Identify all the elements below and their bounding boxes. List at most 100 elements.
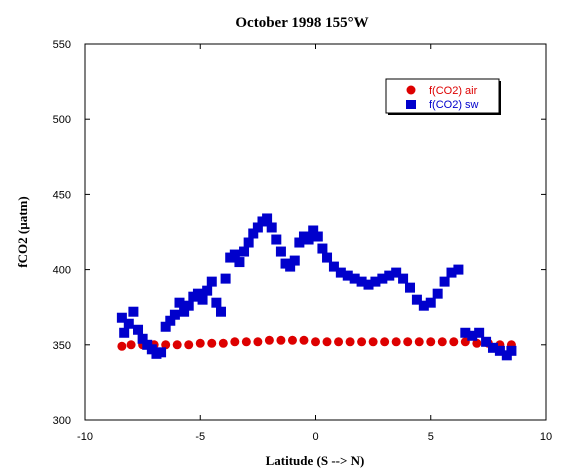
data-point-air (264, 335, 274, 345)
data-marks (116, 213, 517, 361)
data-point-air (218, 338, 228, 348)
data-point-air (322, 337, 332, 347)
data-point-sw (303, 234, 314, 245)
data-point-air (334, 337, 344, 347)
data-point-air (117, 341, 127, 351)
data-point-sw (370, 276, 381, 287)
legend-marker-sw (406, 100, 416, 109)
data-point-sw (165, 315, 176, 326)
legend-marker-air (406, 85, 416, 95)
series-0 (117, 335, 516, 351)
data-point-sw (349, 273, 360, 284)
data-point-sw (342, 270, 353, 281)
data-point-sw (179, 306, 190, 317)
y-axis-title: fCO2 (µatm) (15, 196, 30, 267)
data-point-sw (275, 246, 286, 257)
y-tick-label: 450 (53, 189, 71, 201)
data-point-air (161, 340, 171, 350)
data-point-air (241, 337, 251, 347)
y-tick-label: 500 (53, 114, 71, 126)
x-tick-label: -10 (77, 431, 93, 443)
data-point-air (207, 338, 217, 348)
y-tick-label: 350 (53, 340, 71, 352)
data-point-sw (192, 288, 203, 299)
data-point-sw (405, 282, 416, 293)
data-point-sw (183, 300, 194, 311)
legend-label-air: f(CO2) air (429, 85, 478, 97)
data-point-air (276, 335, 286, 345)
data-point-air (426, 337, 436, 347)
data-point-sw (322, 252, 333, 263)
data-point-sw (439, 276, 450, 287)
series-1 (116, 213, 517, 361)
legend-box-shadow-right (499, 81, 501, 115)
data-point-sw (174, 297, 185, 308)
data-point-sw (271, 234, 282, 245)
data-point-sw (202, 285, 213, 296)
data-point-air (357, 337, 367, 347)
data-point-sw (116, 312, 127, 323)
data-point-sw (446, 267, 457, 278)
data-point-sw (248, 228, 259, 239)
legend-box-shadow-bottom (388, 113, 501, 115)
data-point-sw (481, 336, 492, 347)
data-point-sw (252, 222, 263, 233)
data-point-air (287, 335, 297, 345)
data-point-sw (328, 261, 339, 272)
data-point-sw (169, 309, 180, 320)
data-point-sw (398, 273, 409, 284)
data-point-sw (220, 273, 231, 284)
data-point-sw (119, 327, 130, 338)
data-point-sw (262, 213, 273, 224)
data-point-sw (506, 345, 517, 356)
data-point-sw (289, 255, 300, 266)
data-point-sw (234, 257, 245, 268)
x-tick-label: 5 (428, 431, 434, 443)
data-point-air (414, 337, 424, 347)
data-point-air (253, 337, 263, 347)
data-point-sw (266, 222, 277, 233)
data-point-sw (391, 267, 402, 278)
data-point-air (184, 340, 194, 350)
data-point-sw (133, 324, 144, 335)
data-point-sw (137, 333, 148, 344)
data-point-sw (197, 294, 208, 305)
data-point-air (172, 340, 182, 350)
data-point-air (380, 337, 390, 347)
y-tick-label: 300 (53, 415, 71, 427)
data-point-sw (467, 330, 478, 341)
data-point-air (299, 335, 309, 345)
data-point-air (368, 337, 378, 347)
x-tick-label: 10 (540, 431, 552, 443)
x-tick-label: -5 (195, 431, 205, 443)
data-point-sw (487, 342, 498, 353)
data-point-sw (317, 243, 328, 254)
y-tick-label: 400 (53, 265, 71, 277)
data-point-sw (363, 279, 374, 290)
data-point-sw (453, 264, 464, 275)
x-axis-title: Latitude (S --> N) (266, 453, 365, 468)
data-point-air (311, 337, 320, 347)
data-point-air (403, 337, 413, 347)
data-point-sw (156, 347, 167, 358)
data-point-sw (384, 270, 395, 281)
data-point-sw (229, 249, 240, 260)
legend-label-sw: f(CO2) sw (429, 99, 479, 111)
data-point-sw (312, 231, 323, 242)
data-point-sw (211, 297, 222, 308)
data-point-air (449, 337, 459, 347)
data-point-sw (308, 225, 319, 236)
data-point-sw (418, 300, 429, 311)
chart-title: October 1998 155°W (235, 15, 368, 31)
data-point-sw (356, 276, 367, 287)
y-tick-label: 550 (53, 39, 71, 51)
data-point-sw (243, 237, 254, 248)
data-point-sw (377, 273, 388, 284)
data-point-sw (215, 306, 226, 317)
data-point-air (126, 340, 136, 350)
data-point-air (230, 337, 240, 347)
data-point-air (437, 337, 447, 347)
data-point-sw (411, 294, 422, 305)
data-point-air (195, 338, 205, 348)
